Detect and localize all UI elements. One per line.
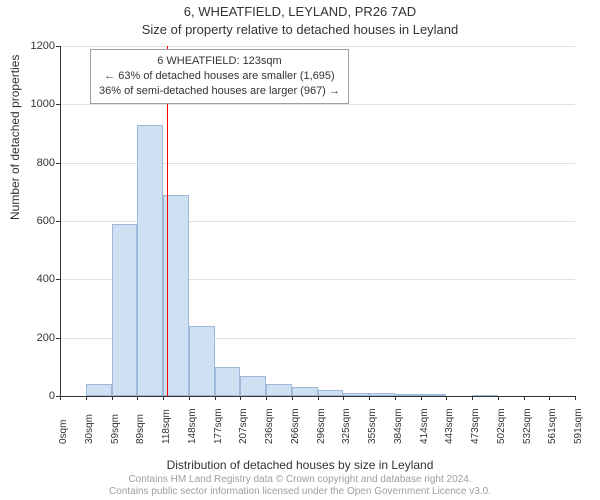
histogram-bar <box>112 224 138 396</box>
x-tick-mark <box>86 396 87 400</box>
y-tick-label: 600 <box>15 215 55 227</box>
y-tick-label: 1200 <box>15 40 55 52</box>
x-tick-mark <box>137 396 138 400</box>
x-tick-label: 561sqm <box>547 408 558 444</box>
chart-container: 6, WHEATFIELD, LEYLAND, PR26 7AD Size of… <box>0 0 600 500</box>
x-tick-mark <box>292 396 293 400</box>
x-tick-mark <box>472 396 473 400</box>
x-tick-mark <box>318 396 319 400</box>
title-main: 6, WHEATFIELD, LEYLAND, PR26 7AD <box>0 4 600 19</box>
x-tick-label: 355sqm <box>367 408 378 444</box>
x-tick-label: 89sqm <box>135 414 146 444</box>
info-box-line2: ← 63% of detached houses are smaller (1,… <box>99 69 340 84</box>
y-tick-label: 0 <box>15 390 55 402</box>
x-tick-label: 473sqm <box>470 408 481 444</box>
x-tick-label: 207sqm <box>238 408 249 444</box>
x-tick-mark <box>446 396 447 400</box>
x-tick-label: 325sqm <box>341 408 352 444</box>
x-tick-mark <box>343 396 344 400</box>
x-tick-mark <box>524 396 525 400</box>
histogram-bar <box>240 376 266 396</box>
info-box: 6 WHEATFIELD: 123sqm ← 63% of detached h… <box>90 49 349 104</box>
y-axis-line <box>60 46 61 396</box>
x-tick-mark <box>266 396 267 400</box>
histogram-bar <box>266 384 292 396</box>
x-axis-label: Distribution of detached houses by size … <box>0 458 600 472</box>
x-tick-mark <box>421 396 422 400</box>
y-tick-label: 1000 <box>15 98 55 110</box>
title-sub: Size of property relative to detached ho… <box>0 22 600 37</box>
x-tick-label: 502sqm <box>496 408 507 444</box>
x-tick-mark <box>112 396 113 400</box>
footer-line1: Contains HM Land Registry data © Crown c… <box>0 474 600 486</box>
x-tick-mark <box>215 396 216 400</box>
histogram-bar <box>86 384 112 396</box>
x-tick-label: 0sqm <box>58 420 69 444</box>
info-box-line1: 6 WHEATFIELD: 123sqm <box>99 54 340 69</box>
x-tick-label: 177sqm <box>213 408 224 444</box>
x-tick-label: 30sqm <box>84 414 95 444</box>
x-tick-mark <box>549 396 550 400</box>
histogram-bar <box>215 367 241 396</box>
x-tick-label: 148sqm <box>187 408 198 444</box>
x-tick-mark <box>575 396 576 400</box>
histogram-bar <box>292 387 318 396</box>
x-tick-mark <box>498 396 499 400</box>
x-tick-mark <box>189 396 190 400</box>
x-tick-label: 266sqm <box>290 408 301 444</box>
x-tick-label: 59sqm <box>110 414 121 444</box>
x-tick-mark <box>60 396 61 400</box>
y-tick-label: 200 <box>15 332 55 344</box>
x-tick-label: 414sqm <box>419 408 430 444</box>
y-gridline <box>60 104 575 105</box>
x-tick-mark <box>240 396 241 400</box>
x-tick-label: 118sqm <box>161 409 172 444</box>
x-tick-mark <box>395 396 396 400</box>
x-tick-label: 236sqm <box>264 408 275 444</box>
y-tick-label: 800 <box>15 157 55 169</box>
info-box-line3: 36% of semi-detached houses are larger (… <box>99 84 340 99</box>
x-tick-label: 591sqm <box>573 408 584 444</box>
footer: Contains HM Land Registry data © Crown c… <box>0 474 600 498</box>
histogram-bar <box>137 125 163 396</box>
x-tick-label: 532sqm <box>522 408 533 444</box>
footer-line2: Contains public sector information licen… <box>0 486 600 498</box>
y-axis-label: Number of detached properties <box>8 55 22 220</box>
x-tick-label: 443sqm <box>444 408 455 444</box>
histogram-bar <box>189 326 215 396</box>
x-tick-mark <box>369 396 370 400</box>
y-gridline <box>60 46 575 47</box>
x-tick-label: 296sqm <box>316 408 327 444</box>
x-tick-label: 384sqm <box>393 408 404 444</box>
y-tick-label: 400 <box>15 273 55 285</box>
x-tick-mark <box>163 396 164 400</box>
